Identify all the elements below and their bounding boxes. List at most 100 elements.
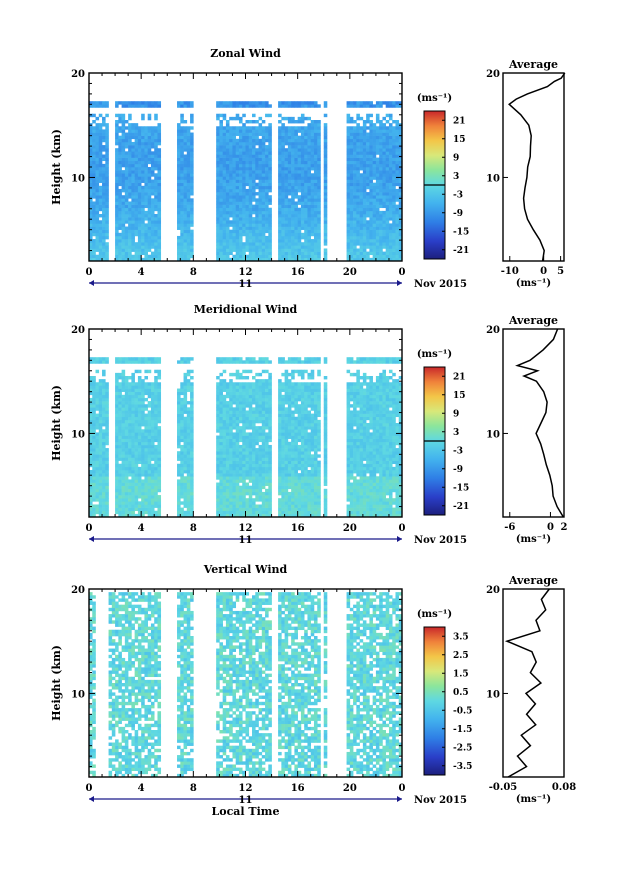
heatmap-cell xyxy=(128,239,132,243)
heatmap-cell xyxy=(190,101,194,105)
heatmap-cell xyxy=(144,451,148,455)
heatmap-cell xyxy=(359,195,364,199)
heatmap-cell xyxy=(398,223,403,227)
heatmap-cell xyxy=(294,210,298,215)
heatmap-cell xyxy=(115,167,119,171)
heatmap-cell xyxy=(255,254,259,259)
heatmap-cell xyxy=(369,185,373,190)
heatmap-cell xyxy=(98,385,103,389)
heatmap-cell xyxy=(300,157,305,162)
heatmap-cell xyxy=(284,220,289,224)
heatmap-cell xyxy=(242,513,246,518)
heatmap-cell xyxy=(235,157,240,162)
heatmap-cell xyxy=(131,242,135,246)
heatmap-cell xyxy=(278,135,282,140)
heatmap-cell xyxy=(183,176,188,180)
heatmap-cell xyxy=(225,404,230,408)
heatmap-cell xyxy=(92,401,96,405)
heatmap-cell xyxy=(222,113,227,118)
heatmap-cell xyxy=(232,182,237,187)
heatmap-cell xyxy=(238,372,243,377)
heatmap-cell xyxy=(229,188,233,193)
heatmap-cell xyxy=(137,242,142,246)
heatmap-cell xyxy=(238,223,243,227)
heatmap-cell xyxy=(248,104,253,108)
heatmap-cell xyxy=(255,214,259,218)
heatmap-cell xyxy=(147,170,152,174)
heatmap-cell xyxy=(235,217,240,221)
heatmap-cell xyxy=(89,176,93,180)
heatmap-cell xyxy=(141,251,145,256)
heatmap-cell xyxy=(177,451,181,455)
heatmap-cell xyxy=(245,201,250,205)
average-y-tick-label: 20 xyxy=(486,69,500,80)
heatmap-cell xyxy=(229,476,233,480)
heatmap-cell xyxy=(346,198,351,202)
heatmap-cell xyxy=(392,157,396,162)
heatmap-cell xyxy=(255,154,259,158)
heatmap-cell xyxy=(183,173,188,177)
heatmap-cell xyxy=(232,163,237,168)
heatmap-cell xyxy=(362,204,367,209)
heatmap-cell xyxy=(232,157,237,162)
heatmap-cell xyxy=(124,245,129,249)
heatmap-cell xyxy=(294,207,298,212)
heatmap-cell xyxy=(92,419,96,424)
heatmap-cell xyxy=(150,157,155,162)
heatmap-cell xyxy=(242,501,246,505)
heatmap-cell xyxy=(118,401,122,405)
heatmap-cell xyxy=(222,394,227,399)
heatmap-cell xyxy=(137,173,142,177)
heatmap-cell xyxy=(255,170,259,174)
heatmap-cell xyxy=(124,157,129,162)
heatmap-cell xyxy=(232,154,237,158)
heatmap-cell xyxy=(180,391,184,396)
heatmap-cell xyxy=(131,423,135,427)
heatmap-cell xyxy=(190,407,194,411)
heatmap-cell xyxy=(356,254,360,259)
heatmap-cell xyxy=(216,129,220,133)
heatmap-cell xyxy=(238,116,243,121)
heatmap-cell xyxy=(349,207,354,212)
heatmap-cell xyxy=(121,435,126,439)
heatmap-cell xyxy=(245,239,250,243)
heatmap-cell xyxy=(134,201,139,205)
heatmap-cell xyxy=(375,188,380,193)
heatmap-cell xyxy=(255,207,259,212)
heatmap-cell xyxy=(157,198,162,202)
heatmap-cell xyxy=(154,198,158,202)
heatmap-cell xyxy=(238,470,243,474)
heatmap-cell xyxy=(177,513,181,518)
heatmap-cell xyxy=(190,223,194,227)
heatmap-cell xyxy=(102,391,106,396)
heatmap-cell xyxy=(115,170,119,174)
heatmap-cell xyxy=(121,394,126,399)
heatmap-cell xyxy=(398,239,403,243)
heatmap-cell xyxy=(359,116,364,121)
heatmap-cell xyxy=(154,126,158,130)
heatmap-cell xyxy=(242,104,246,108)
heatmap-cell xyxy=(183,360,188,364)
heatmap-cell xyxy=(118,226,122,230)
heatmap-cell xyxy=(238,360,243,364)
heatmap-cell xyxy=(219,391,223,396)
heatmap-cell xyxy=(105,448,109,452)
heatmap-cell xyxy=(190,135,194,140)
heatmap-cell xyxy=(313,257,318,262)
heatmap-cell xyxy=(157,432,162,436)
heatmap-cell xyxy=(95,254,100,259)
heatmap-cell xyxy=(92,151,96,155)
heatmap-cell xyxy=(128,185,132,190)
heatmap-cell xyxy=(278,223,282,227)
heatmap-cell xyxy=(219,454,223,458)
heatmap-cell xyxy=(157,160,162,165)
heatmap-cell xyxy=(307,141,312,146)
heatmap-cell xyxy=(235,385,240,389)
heatmap-cell xyxy=(304,132,308,136)
heatmap-cell xyxy=(141,432,145,436)
heatmap-cell xyxy=(115,204,119,209)
heatmap-cell xyxy=(177,391,181,396)
heatmap-cell xyxy=(291,120,295,124)
heatmap-cell xyxy=(300,132,305,136)
heatmap-cell xyxy=(141,242,145,246)
